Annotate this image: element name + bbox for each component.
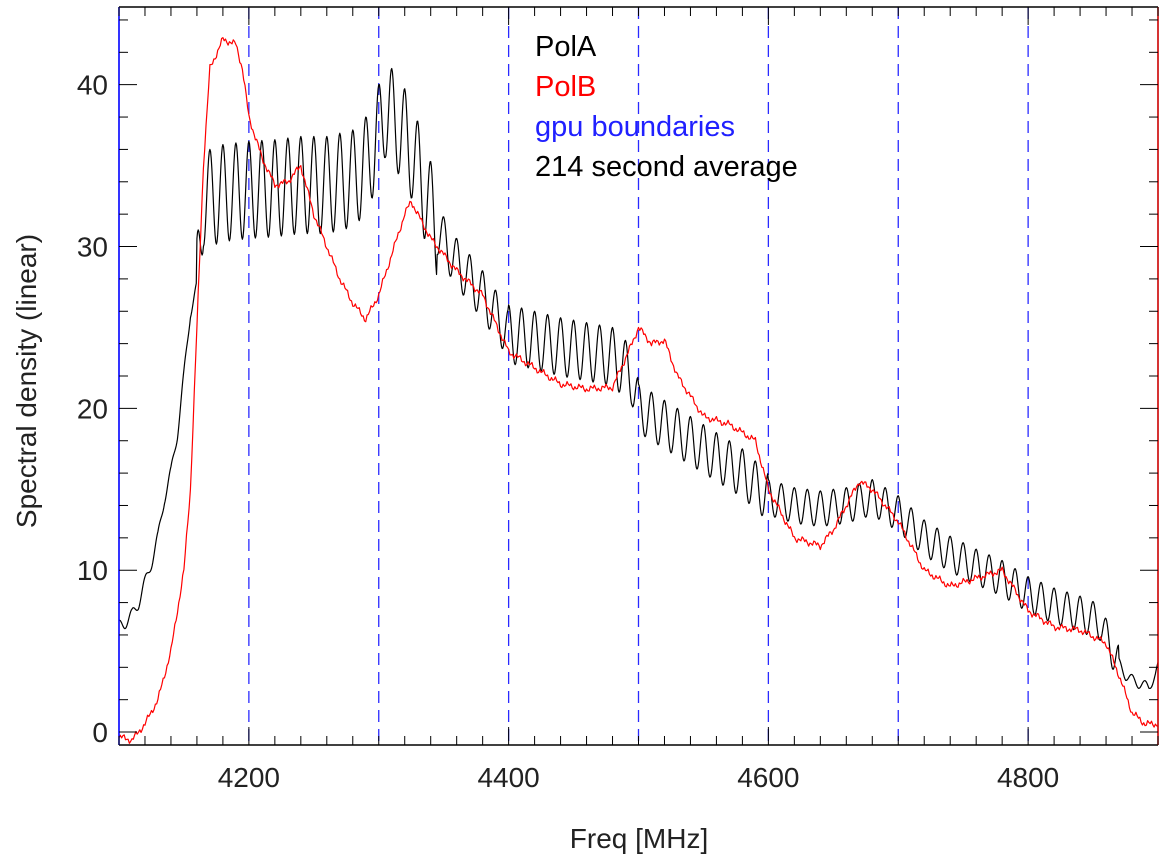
- x-axis-label: Freq [MHz]: [570, 823, 708, 854]
- y-tick-label: 10: [77, 555, 108, 586]
- legend: PolA PolB gpu boundaries 214 second average: [535, 31, 798, 183]
- x-tick-label: 4400: [477, 762, 539, 793]
- legend-entry: 214 second average: [535, 151, 798, 183]
- y-tick-label: 0: [92, 717, 108, 748]
- tick-labels: 4200 4400 4600 4800 0 10 20 30 40: [77, 70, 1059, 793]
- legend-entry: PolB: [535, 71, 596, 103]
- y-tick-label: 20: [77, 393, 108, 424]
- x-tick-label: 4200: [218, 762, 280, 793]
- y-axis-label: Spectral density (linear): [11, 234, 42, 528]
- y-tick-label: 40: [77, 70, 108, 101]
- gpu-boundary-lines: [248, 7, 1029, 745]
- series-line-pola: [118, 67, 1159, 690]
- legend-entry: gpu boundaries: [535, 111, 735, 143]
- axis-ticks: [118, 7, 1159, 745]
- x-tick-label: 4800: [997, 762, 1059, 793]
- y-tick-label: 30: [77, 232, 108, 263]
- series-line-polb: [118, 37, 1159, 744]
- x-tick-label: 4600: [737, 762, 799, 793]
- legend-entry: PolA: [535, 31, 597, 63]
- series-lines: [118, 37, 1159, 744]
